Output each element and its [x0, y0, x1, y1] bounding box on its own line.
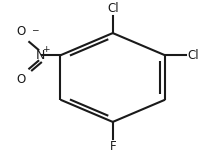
Text: −: − — [31, 25, 38, 34]
Text: O: O — [16, 73, 25, 86]
Text: F: F — [109, 140, 116, 153]
Text: N: N — [36, 49, 45, 62]
Text: Cl: Cl — [107, 2, 119, 15]
Text: Cl: Cl — [187, 49, 199, 62]
Text: O: O — [16, 25, 25, 38]
Text: +: + — [42, 45, 49, 54]
